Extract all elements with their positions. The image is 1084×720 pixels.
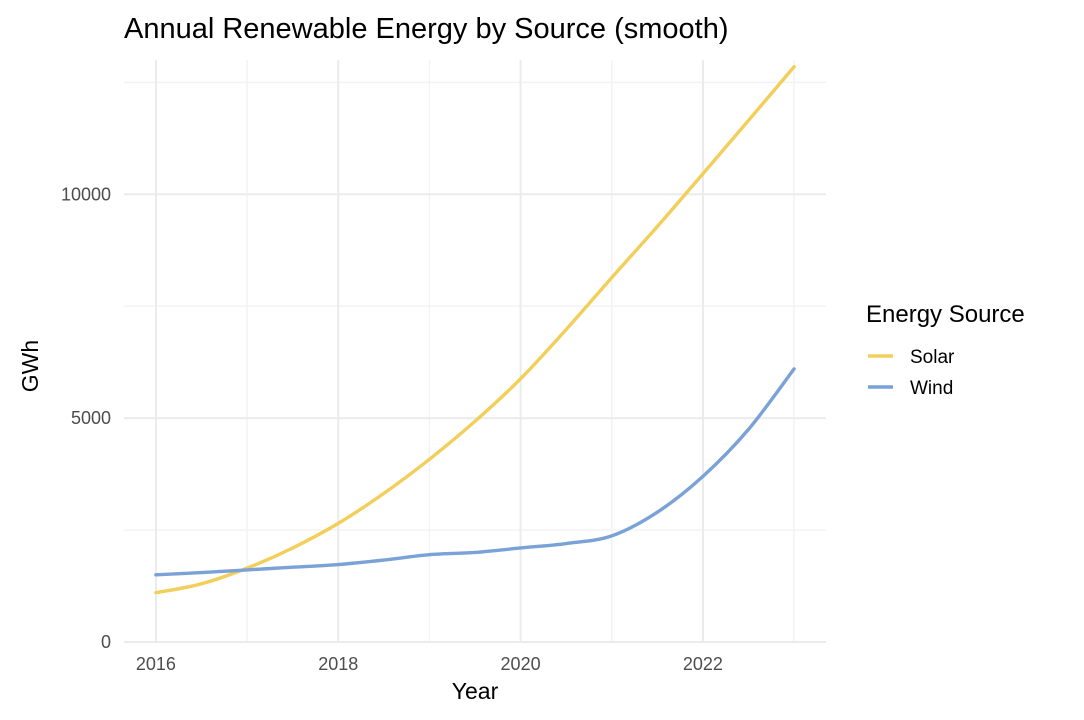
legend-items: Solar Wind <box>868 347 955 399</box>
x-tick-label: 2020 <box>501 654 541 674</box>
y-axis-title: GWh <box>17 340 43 392</box>
legend-label-solar: Solar <box>910 347 955 368</box>
y-tick-label: 5000 <box>71 408 111 428</box>
y-axis-ticks: 0 5000 10000 <box>61 184 111 652</box>
series-line-solar <box>154 65 796 595</box>
legend-title: Energy Source <box>866 301 1025 328</box>
grid <box>124 60 826 643</box>
series-line-wind <box>154 367 796 577</box>
x-axis-ticks: 2016 2018 2020 2022 <box>136 654 723 674</box>
series-lines <box>154 65 796 595</box>
chart-title: Annual Renewable Energy by Source (smoot… <box>124 13 729 45</box>
y-tick-label: 0 <box>101 632 111 652</box>
y-tick-label: 10000 <box>61 184 111 204</box>
x-tick-label: 2016 <box>136 654 176 674</box>
legend-label-wind: Wind <box>910 378 953 399</box>
legend: Energy Source Solar Wind <box>866 301 1025 399</box>
x-tick-label: 2022 <box>683 654 723 674</box>
x-axis-title: Year <box>452 678 499 704</box>
x-tick-label: 2018 <box>318 654 358 674</box>
